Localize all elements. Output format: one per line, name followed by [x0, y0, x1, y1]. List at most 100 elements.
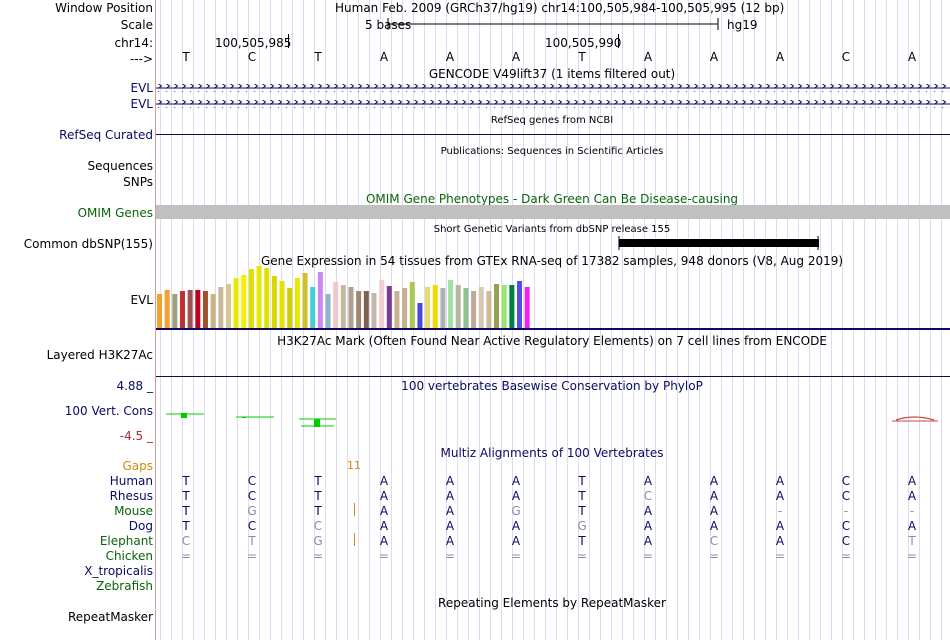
gtex-bar[interactable]: [524, 287, 530, 328]
dbsnp-label[interactable]: Common dbSNP(155): [23, 237, 153, 251]
gtex-label[interactable]: EVL: [130, 293, 153, 307]
gtex-bar[interactable]: [233, 278, 239, 328]
gtex-bar[interactable]: [287, 288, 293, 328]
alignment-base: =: [642, 549, 654, 563]
gtex-bar[interactable]: [340, 285, 346, 328]
alignment-base: A: [709, 519, 719, 533]
alignment-base: A: [511, 519, 521, 533]
gtex-bar[interactable]: [471, 291, 477, 328]
gtex-bar[interactable]: [271, 276, 277, 328]
gtex-bar[interactable]: [325, 294, 331, 328]
snps-label[interactable]: SNPs: [123, 175, 153, 189]
alignment-base: T: [182, 519, 190, 533]
gtex-bar[interactable]: [448, 280, 454, 328]
position-tick-1: 100,505,985: [215, 36, 292, 50]
gtex-bar[interactable]: [256, 266, 262, 328]
gtex-bar[interactable]: [455, 285, 461, 328]
alignment-base: A: [445, 504, 455, 518]
repeatmasker-label[interactable]: RepeatMasker: [67, 610, 153, 624]
gtex-bar[interactable]: [478, 287, 484, 328]
gtex-bar[interactable]: [417, 303, 423, 328]
gtex-baseline: [156, 328, 950, 330]
gtex-bar[interactable]: [210, 294, 216, 328]
gtex-bar[interactable]: [463, 288, 469, 328]
gtex-bar[interactable]: [202, 291, 208, 328]
gtex-bar[interactable]: [164, 290, 170, 328]
gtex-bar[interactable]: [172, 294, 178, 328]
gtex-bar[interactable]: [279, 281, 285, 328]
gtex-bar[interactable]: [517, 281, 523, 328]
grid-line: [743, 0, 744, 640]
grid-line: [589, 0, 590, 640]
alignment-base: C: [247, 489, 257, 503]
alignment-base: A: [907, 489, 917, 503]
gencode-evl-label-1[interactable]: EVL: [130, 81, 153, 95]
alignment-base: T: [314, 504, 322, 518]
gencode-evl-label-2[interactable]: EVL: [130, 97, 153, 111]
gtex-bar[interactable]: [425, 287, 431, 328]
gtex-bar[interactable]: [348, 287, 354, 328]
refseq-gene-line[interactable]: [156, 134, 950, 135]
gtex-bar[interactable]: [333, 282, 339, 328]
grid-line: [886, 0, 887, 640]
gtex-bar[interactable]: [225, 284, 231, 328]
species-label-chicken[interactable]: Chicken: [105, 549, 153, 563]
gtex-bar[interactable]: [248, 269, 254, 328]
dbsnp-variant[interactable]: [615, 236, 825, 250]
gtex-bar[interactable]: [486, 291, 492, 328]
gtex-bar[interactable]: [494, 284, 500, 328]
gaps-value: 11: [347, 459, 361, 472]
gtex-bar[interactable]: [157, 294, 162, 328]
reference-base: C: [841, 50, 851, 64]
sequences-label[interactable]: Sequences: [87, 159, 153, 173]
phylop-label[interactable]: 100 Vert. Cons: [64, 404, 153, 418]
gtex-bar[interactable]: [241, 275, 247, 328]
alignment-base: =: [906, 549, 918, 563]
alignment-base: A: [511, 489, 521, 503]
gtex-bar[interactable]: [302, 273, 308, 328]
species-label-zebrafish[interactable]: Zebrafish: [96, 579, 153, 593]
gtex-bar[interactable]: [379, 280, 385, 328]
gtex-bar[interactable]: [363, 291, 369, 328]
phylop-conservation-plot[interactable]: [156, 404, 950, 430]
gtex-bar[interactable]: [264, 268, 270, 328]
gtex-bar[interactable]: [371, 293, 377, 328]
gtex-expression-chart[interactable]: [156, 266, 950, 330]
h3k27ac-label[interactable]: Layered H3K27Ac: [46, 348, 153, 362]
gtex-bar[interactable]: [179, 291, 185, 328]
alignment-base: A: [907, 519, 917, 533]
alignment-base: -: [909, 504, 915, 518]
alignment-base: A: [379, 489, 389, 503]
gencode-transcripts[interactable]: [156, 82, 950, 110]
species-label-rhesus[interactable]: Rhesus: [109, 489, 153, 503]
gtex-bar[interactable]: [409, 282, 415, 328]
gtex-bar[interactable]: [195, 290, 201, 328]
omim-label[interactable]: OMIM Genes: [77, 206, 153, 220]
gaps-label[interactable]: Gaps: [122, 459, 153, 473]
gtex-bar[interactable]: [218, 287, 224, 328]
species-label-mouse[interactable]: Mouse: [114, 504, 153, 518]
gtex-bar[interactable]: [294, 278, 300, 328]
gtex-bar[interactable]: [432, 285, 438, 328]
gtex-bar[interactable]: [187, 290, 193, 328]
gtex-bar[interactable]: [402, 288, 408, 328]
gtex-bar[interactable]: [501, 285, 507, 328]
gtex-bar[interactable]: [310, 287, 316, 328]
gtex-bar[interactable]: [386, 286, 392, 328]
grid-line: [699, 0, 700, 640]
gtex-bar[interactable]: [317, 272, 323, 328]
omim-bar[interactable]: [156, 205, 950, 219]
gtex-bar[interactable]: [440, 288, 446, 328]
alignment-base: A: [445, 474, 455, 488]
alignment-base: A: [643, 504, 653, 518]
gtex-bar[interactable]: [356, 291, 362, 328]
alignment-base: A: [445, 489, 455, 503]
species-label-elephant[interactable]: Elephant: [99, 534, 153, 548]
species-label-human[interactable]: Human: [109, 474, 153, 488]
gtex-bar[interactable]: [394, 291, 400, 328]
refseq-label[interactable]: RefSeq Curated: [59, 128, 153, 142]
gtex-bar[interactable]: [509, 285, 515, 328]
species-label-x_tropicalis[interactable]: X_tropicalis: [84, 564, 153, 578]
species-label-dog[interactable]: Dog: [128, 519, 153, 533]
